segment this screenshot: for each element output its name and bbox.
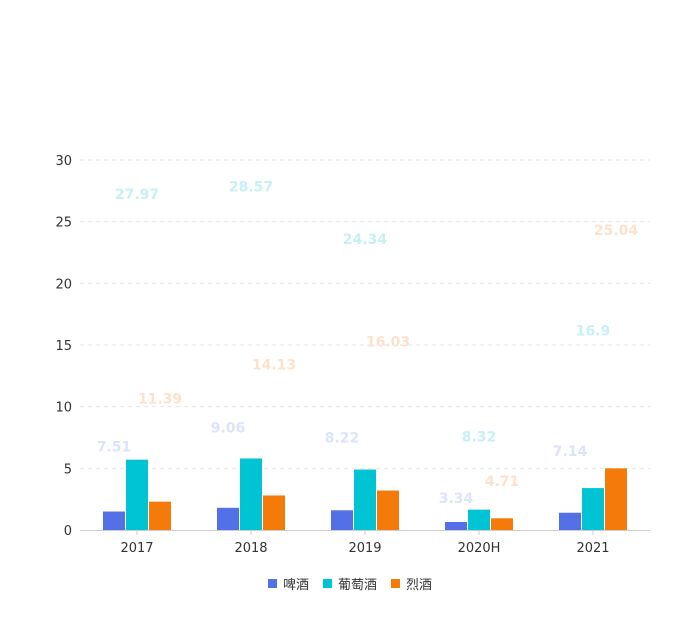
legend-item-spirits[interactable]: 烈酒 <box>391 574 432 593</box>
legend-swatch-beer <box>267 579 277 588</box>
data-label: 14.13 <box>252 358 296 374</box>
data-label: 25.04 <box>594 223 639 239</box>
bar <box>149 501 171 530</box>
y-tick-label: 20 <box>55 277 72 292</box>
x-tick-label: 2021 <box>576 541 609 556</box>
x-tick-label: 2020H <box>458 541 501 556</box>
data-label: 27.97 <box>115 187 159 203</box>
data-label: 28.57 <box>229 180 273 196</box>
data-label: 16.9 <box>576 324 611 340</box>
y-tick-label: 25 <box>55 216 72 231</box>
data-label: 16.03 <box>366 334 410 350</box>
bar <box>331 510 353 530</box>
legend-item-wine[interactable]: 葡萄酒 <box>322 574 377 593</box>
data-label: 3.34 <box>439 491 474 507</box>
y-tick-label: 5 <box>64 462 72 477</box>
bar <box>445 521 467 530</box>
bar <box>377 490 399 530</box>
legend-label-wine: 葡萄酒 <box>337 578 377 593</box>
legend-item-beer[interactable]: 啤酒 <box>267 574 309 593</box>
y-tick-label: 15 <box>55 339 72 354</box>
legend-swatch-wine <box>322 579 332 588</box>
x-tick-label: 2017 <box>120 541 153 556</box>
legend-label-beer: 啤酒 <box>282 578 309 593</box>
x-tick-label: 2018 <box>234 541 267 556</box>
legend-label-spirits: 烈酒 <box>406 578 433 593</box>
data-label: 7.51 <box>97 439 132 455</box>
bar <box>582 488 604 530</box>
y-tick-label: 30 <box>55 154 72 169</box>
bar <box>126 459 148 530</box>
data-label: 4.71 <box>485 474 520 490</box>
bar <box>559 512 581 530</box>
bar <box>217 507 239 530</box>
bar <box>491 518 513 530</box>
bar <box>354 469 376 530</box>
y-tick-label: 0 <box>64 524 72 539</box>
y-tick-label: 10 <box>55 401 72 416</box>
data-label: 8.22 <box>325 431 360 447</box>
bar <box>263 495 285 530</box>
legend: 啤酒 葡萄酒 烈酒 <box>0 574 700 593</box>
bar <box>605 468 627 530</box>
bar <box>468 509 490 530</box>
data-label: 7.14 <box>553 444 588 460</box>
data-label: 11.39 <box>138 392 182 408</box>
data-label: 8.32 <box>462 429 497 445</box>
data-label: 24.34 <box>343 232 388 248</box>
x-tick-label: 2019 <box>348 541 381 556</box>
data-label: 9.06 <box>211 420 246 436</box>
bar <box>103 511 125 530</box>
legend-swatch-spirits <box>391 579 400 588</box>
bar <box>240 458 262 530</box>
